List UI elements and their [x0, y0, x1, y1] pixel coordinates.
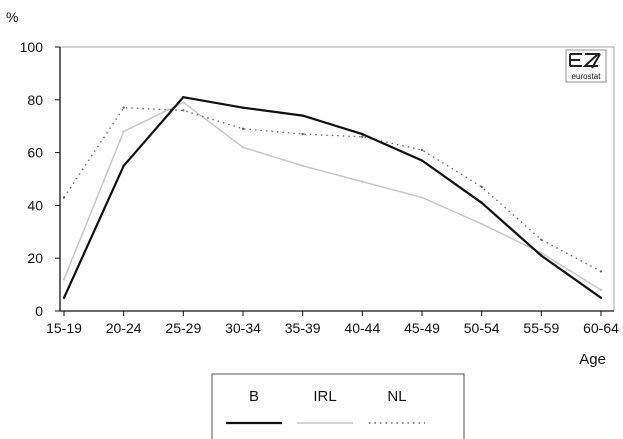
series-line-b: [62, 96, 602, 299]
x-tick-label: 50-54: [464, 320, 500, 336]
data-point-nl: [122, 106, 125, 109]
data-point-nl: [599, 270, 603, 273]
eurostat-logo: eurostat: [565, 49, 607, 83]
data-point-irl: [301, 164, 304, 167]
x-axis: 15-19 20-24 25-29 30-34 35-39 40-44 45-49 50-54…: [46, 310, 619, 336]
x-tick-label: 30-34: [225, 320, 261, 336]
data-point-b: [62, 296, 66, 299]
x-tick-label: 40-44: [344, 320, 380, 336]
legend-label-b: B: [249, 388, 259, 405]
x-tick-label: 25-29: [165, 320, 201, 336]
x-axis-label: Age: [579, 351, 606, 368]
data-point-irl: [480, 222, 483, 226]
logo-text: eurostat: [572, 72, 602, 81]
y-axis-unit: %: [6, 9, 18, 25]
x-tick-label: 60-64: [583, 320, 619, 336]
data-point-b: [122, 164, 125, 167]
series-line-irl: [63, 101, 602, 291]
series-layer: [62, 95, 603, 299]
data-point-nl: [361, 135, 364, 138]
y-tick-label: 0: [35, 303, 43, 319]
data-point-irl: [361, 180, 364, 183]
y-tick-label: 80: [27, 92, 43, 108]
data-point-irl: [122, 130, 125, 133]
y-tick-label: 20: [27, 250, 43, 266]
data-point-nl: [301, 132, 304, 136]
legend: B IRL NL: [226, 388, 425, 425]
x-tick-label: 20-24: [106, 320, 142, 336]
data-point-irl: [599, 288, 603, 292]
y-tick-label: 60: [27, 145, 43, 161]
data-point-nl: [420, 148, 424, 152]
x-tick-label: 45-49: [404, 320, 440, 336]
data-point-b: [599, 296, 603, 299]
data-point-b: [301, 114, 304, 117]
series-line-nl: [63, 107, 602, 272]
data-point-irl: [420, 196, 424, 199]
y-tick-label: 100: [20, 39, 44, 55]
data-point-b: [480, 201, 483, 204]
legend-label-irl: IRL: [313, 388, 336, 405]
data-point-b: [182, 95, 185, 99]
legend-box: [211, 373, 465, 439]
data-point-b: [540, 254, 543, 257]
x-tick-label: 55-59: [523, 320, 559, 336]
data-point-irl: [62, 278, 66, 281]
y-axis: 0 20 40 60 80 100: [20, 39, 61, 319]
data-point-nl: [241, 127, 245, 131]
y-tick-label: 40: [27, 197, 43, 213]
data-point-b: [241, 106, 245, 109]
data-point-irl: [182, 101, 185, 104]
data-point-nl: [62, 196, 66, 199]
data-point-b: [361, 132, 364, 136]
legend-label-nl: NL: [387, 388, 406, 405]
data-point-irl: [540, 251, 543, 255]
plot-frame: [59, 46, 615, 312]
x-tick-label: 15-19: [46, 320, 82, 336]
data-point-nl: [480, 185, 483, 189]
data-point-irl: [241, 146, 245, 149]
data-point-nl: [182, 109, 185, 112]
x-tick-label: 35-39: [285, 320, 321, 336]
data-point-b: [420, 159, 424, 162]
data-point-nl: [540, 238, 543, 241]
